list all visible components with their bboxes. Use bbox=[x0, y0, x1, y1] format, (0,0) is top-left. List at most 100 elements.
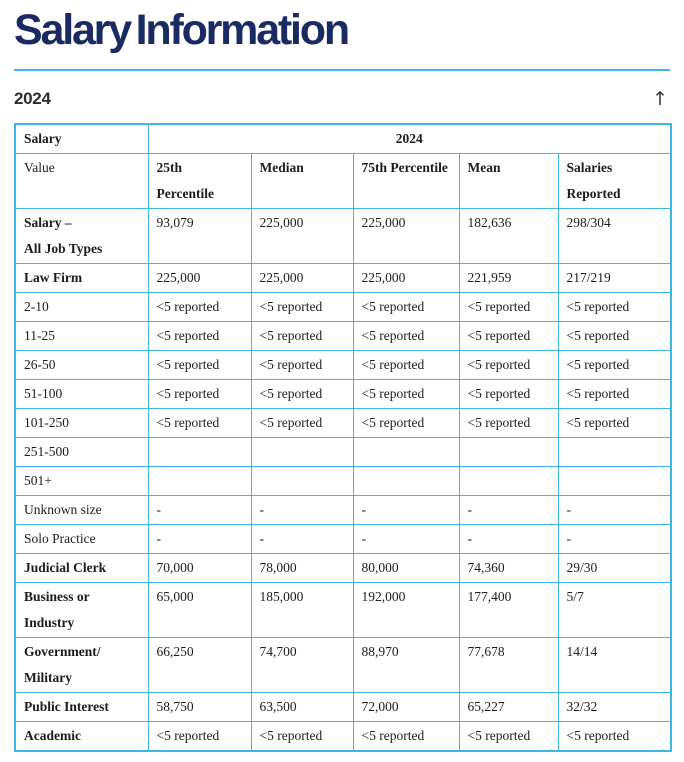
cell-median: <5 reported bbox=[250, 292, 354, 323]
cell-25th: <5 reported bbox=[147, 321, 252, 352]
table-row: 26-50 <5 reported <5 reported <5 reporte… bbox=[14, 350, 672, 381]
table-row: Salary – All Job Types 93,079 225,000 22… bbox=[14, 208, 672, 265]
cell-median: - bbox=[250, 524, 354, 555]
cell-reported: 298/304 bbox=[557, 208, 672, 265]
cell-25th: <5 reported bbox=[147, 292, 252, 323]
cell-mean: <5 reported bbox=[458, 408, 559, 439]
back-to-top-arrow-icon[interactable]: ↑ bbox=[652, 87, 668, 110]
cell-median bbox=[250, 437, 354, 468]
cell-reported: 217/219 bbox=[557, 263, 672, 294]
cell-mean: - bbox=[458, 524, 559, 555]
row-label: Unknown size bbox=[14, 495, 149, 526]
cell-reported: - bbox=[557, 495, 672, 526]
cell-75th: 192,000 bbox=[352, 582, 460, 639]
cell-reported: <5 reported bbox=[557, 379, 672, 410]
cell-75th: 225,000 bbox=[352, 263, 460, 294]
row-label: 501+ bbox=[14, 466, 149, 497]
row-label: Business or Industry bbox=[14, 582, 149, 639]
table-row: Business or Industry 65,000 185,000 192,… bbox=[14, 582, 672, 639]
page-title: Salary Information bbox=[14, 6, 350, 54]
row-label: Public Interest bbox=[14, 692, 149, 723]
cell-75th: 225,000 bbox=[352, 208, 460, 265]
cell-median: 78,000 bbox=[250, 553, 354, 584]
cell-25th: 58,750 bbox=[147, 692, 252, 723]
cell-25th: <5 reported bbox=[147, 350, 252, 381]
cell-25th: 70,000 bbox=[147, 553, 252, 584]
cell-mean: 177,400 bbox=[458, 582, 559, 639]
cell-75th: 80,000 bbox=[352, 553, 460, 584]
column-header-75th-percentile: 75th Percentile bbox=[352, 153, 460, 210]
row-label: 101-250 bbox=[14, 408, 149, 439]
cell-mean: 77,678 bbox=[458, 637, 559, 694]
row-label: 26-50 bbox=[14, 350, 149, 381]
cell-reported: <5 reported bbox=[557, 408, 672, 439]
cell-75th: <5 reported bbox=[352, 292, 460, 323]
table-header-row-year: Salary 2024 bbox=[14, 123, 672, 155]
cell-mean bbox=[458, 466, 559, 497]
cell-reported: <5 reported bbox=[557, 721, 672, 752]
cell-mean: 182,636 bbox=[458, 208, 559, 265]
cell-median bbox=[250, 466, 354, 497]
row-label: 2-10 bbox=[14, 292, 149, 323]
cell-mean: 74,360 bbox=[458, 553, 559, 584]
cell-reported: <5 reported bbox=[557, 350, 672, 381]
title-divider bbox=[14, 69, 670, 72]
cell-median: <5 reported bbox=[250, 408, 354, 439]
table-row: 501+ bbox=[14, 466, 672, 497]
cell-25th: 225,000 bbox=[147, 263, 252, 294]
cell-25th: - bbox=[147, 495, 252, 526]
cell-75th: <5 reported bbox=[352, 721, 460, 752]
cell-median: 225,000 bbox=[250, 263, 354, 294]
column-header-mean: Mean bbox=[458, 153, 559, 210]
table-header-row-columns: Value 25th Percentile Median 75th Percen… bbox=[14, 153, 672, 210]
cell-75th bbox=[352, 437, 460, 468]
cell-reported bbox=[557, 466, 672, 497]
cell-mean: - bbox=[458, 495, 559, 526]
row-label: Judicial Clerk bbox=[14, 553, 149, 584]
table-row: Academic <5 reported <5 reported <5 repo… bbox=[14, 721, 672, 752]
row-label: Salary – All Job Types bbox=[14, 208, 149, 265]
cell-75th: 88,970 bbox=[352, 637, 460, 694]
corner-header-salary: Salary bbox=[14, 123, 149, 155]
cell-reported: <5 reported bbox=[557, 292, 672, 323]
table-row: 251-500 bbox=[14, 437, 672, 468]
cell-mean bbox=[458, 437, 559, 468]
column-header-value: Value bbox=[14, 153, 149, 210]
table-row: 2-10 <5 reported <5 reported <5 reported… bbox=[14, 292, 672, 323]
cell-reported: - bbox=[557, 524, 672, 555]
table-row: Government/ Military 66,250 74,700 88,97… bbox=[14, 637, 672, 694]
cell-75th: <5 reported bbox=[352, 321, 460, 352]
row-label: 251-500 bbox=[14, 437, 149, 468]
table-row: Judicial Clerk 70,000 78,000 80,000 74,3… bbox=[14, 553, 672, 584]
section-header: 2024 ↑ bbox=[14, 89, 670, 109]
cell-75th: <5 reported bbox=[352, 350, 460, 381]
cell-25th: <5 reported bbox=[147, 379, 252, 410]
cell-75th: <5 reported bbox=[352, 408, 460, 439]
table-row: Public Interest 58,750 63,500 72,000 65,… bbox=[14, 692, 672, 723]
cell-median: 225,000 bbox=[250, 208, 354, 265]
column-header-25th-percentile: 25th Percentile bbox=[147, 153, 252, 210]
row-label: 51-100 bbox=[14, 379, 149, 410]
cell-25th: 93,079 bbox=[147, 208, 252, 265]
table-row: Unknown size - - - - - bbox=[14, 495, 672, 526]
cell-reported bbox=[557, 437, 672, 468]
row-label: Government/ Military bbox=[14, 637, 149, 694]
cell-reported: <5 reported bbox=[557, 321, 672, 352]
table-row: 11-25 <5 reported <5 reported <5 reporte… bbox=[14, 321, 672, 352]
cell-mean: <5 reported bbox=[458, 292, 559, 323]
year-header: 2024 bbox=[147, 123, 672, 155]
cell-25th bbox=[147, 466, 252, 497]
cell-mean: <5 reported bbox=[458, 350, 559, 381]
cell-mean: <5 reported bbox=[458, 321, 559, 352]
salary-table: Salary 2024 Value 25th Percentile Median… bbox=[14, 123, 673, 753]
cell-median: <5 reported bbox=[250, 350, 354, 381]
cell-mean: 65,227 bbox=[458, 692, 559, 723]
row-label: Law Firm bbox=[14, 263, 149, 294]
cell-median: <5 reported bbox=[250, 721, 354, 752]
cell-reported: 5/7 bbox=[557, 582, 672, 639]
table-row: Law Firm 225,000 225,000 225,000 221,959… bbox=[14, 263, 672, 294]
row-label: 11-25 bbox=[14, 321, 149, 352]
column-header-salaries-reported: Salaries Reported bbox=[557, 153, 672, 210]
cell-25th: 66,250 bbox=[147, 637, 252, 694]
